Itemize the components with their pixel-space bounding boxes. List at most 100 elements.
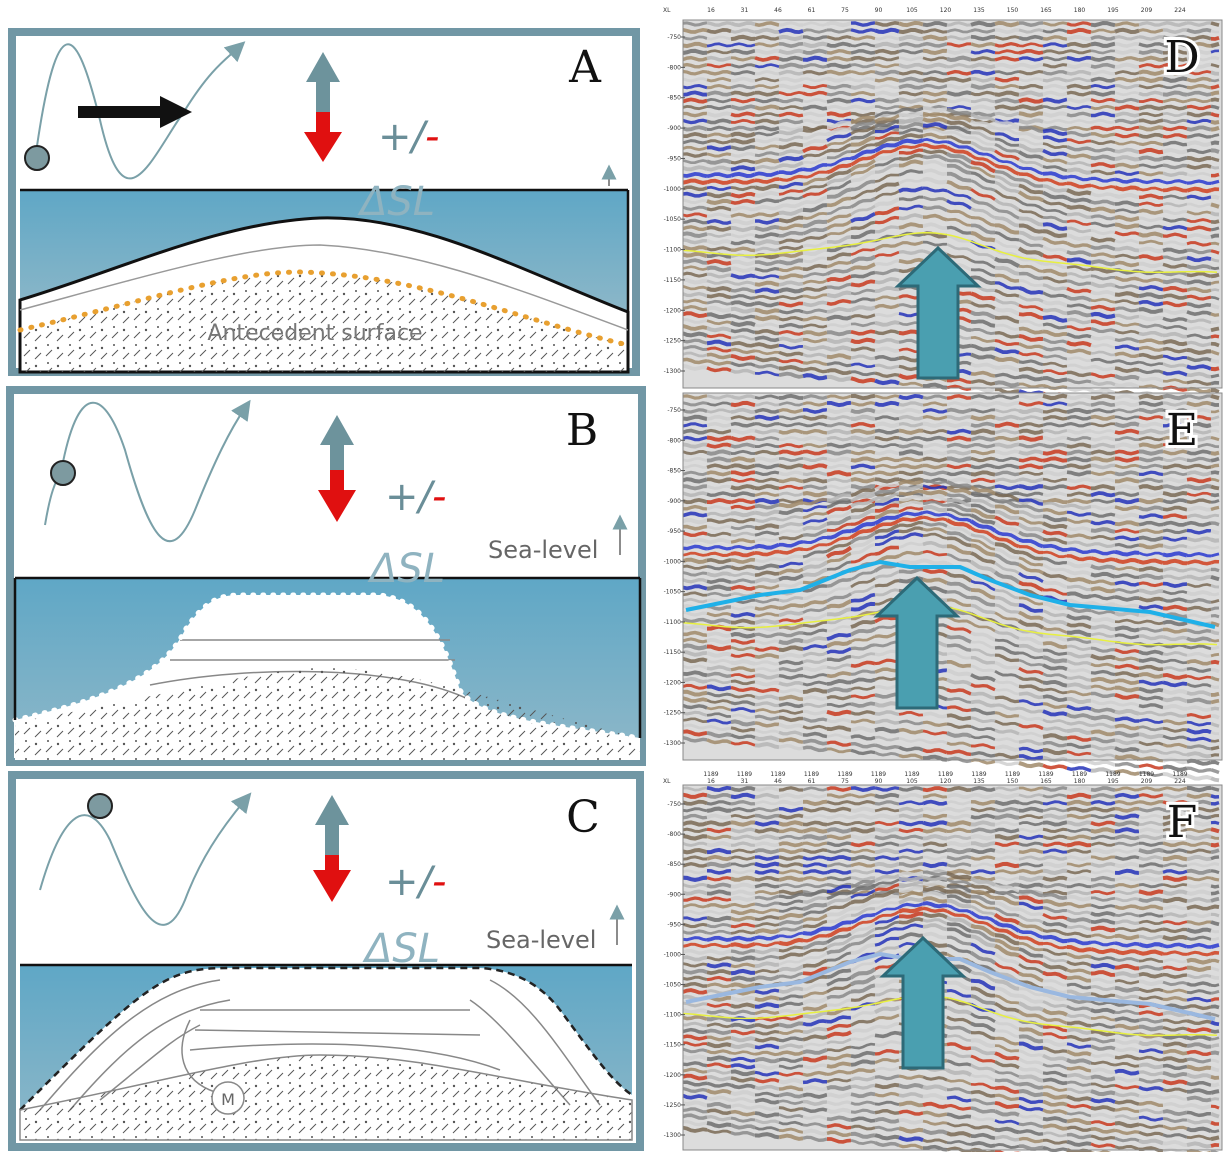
reflector [1043, 472, 1067, 474]
reflector [1211, 383, 1219, 384]
reflector [1019, 451, 1043, 453]
reflector [827, 472, 851, 474]
reflector [1211, 960, 1219, 961]
reflector [1139, 674, 1163, 677]
seismic-panel: -750-800-850-900-950-1000-1050-1100-1150… [663, 771, 1222, 1152]
reflector [1067, 410, 1091, 412]
reflector [1043, 871, 1067, 873]
reflector [899, 1137, 923, 1140]
reflector [1211, 99, 1219, 100]
x-tick-label: 61 [808, 778, 816, 785]
reflector [1211, 321, 1219, 322]
reflector [947, 51, 971, 53]
reflector [755, 1039, 779, 1041]
reflector [707, 938, 731, 940]
reflector [731, 1005, 755, 1007]
reflector [731, 587, 755, 589]
reflector [899, 30, 923, 32]
reflector [1019, 93, 1043, 95]
reflector [1139, 150, 1163, 152]
reflector [995, 23, 1019, 25]
reflector [851, 843, 875, 845]
reflector [779, 795, 803, 797]
reflector [923, 1130, 947, 1133]
reflector [1211, 914, 1219, 916]
reflector [779, 58, 803, 60]
reflector [1163, 767, 1187, 770]
reflector [731, 971, 755, 973]
y-tick-label: -750 [667, 801, 681, 808]
y-tick-label: -1150 [664, 277, 682, 284]
y-tick-label: -800 [667, 831, 681, 838]
reflector [1019, 37, 1043, 39]
reflector [683, 58, 707, 60]
reflector [1211, 844, 1219, 845]
reflector [1043, 822, 1067, 824]
inline-label: 1189 [1172, 771, 1187, 778]
reflector [1211, 747, 1219, 749]
reflector [1139, 561, 1163, 563]
reflector [779, 51, 803, 53]
reflector [971, 843, 995, 845]
reflector [803, 486, 827, 488]
reflector [1211, 1068, 1219, 1070]
reflector [1139, 424, 1163, 426]
reflector [971, 472, 995, 474]
reflector [923, 37, 947, 39]
reflector [683, 705, 707, 708]
reflector [923, 23, 947, 25]
reflector [875, 479, 899, 481]
reflector [827, 451, 851, 453]
reflector [803, 51, 827, 53]
reflector [1211, 531, 1219, 533]
reflector [1139, 79, 1163, 81]
reflector [683, 444, 707, 446]
reflector [683, 971, 707, 973]
reflector [899, 100, 923, 102]
reflector [1211, 213, 1219, 215]
x-tick-label: 150 [1007, 778, 1019, 785]
x-axis-label: XL [663, 7, 671, 14]
reflector [731, 614, 755, 616]
reflector [1139, 396, 1163, 398]
reflector [1211, 507, 1219, 509]
reflector [1187, 366, 1211, 369]
reflector [1067, 788, 1091, 790]
reflector [1211, 577, 1219, 579]
reflector [1115, 816, 1139, 818]
reflector [779, 120, 803, 122]
reflector [1067, 843, 1091, 845]
reflector [1163, 599, 1187, 601]
reflector [1115, 560, 1139, 562]
reflector [971, 788, 995, 790]
reflector [731, 465, 755, 467]
reflector [1091, 238, 1115, 241]
reflector [1211, 953, 1219, 954]
y-tick-label: -800 [667, 64, 681, 71]
reflector [707, 918, 731, 920]
reflector [995, 390, 1019, 393]
reflector [707, 120, 731, 122]
reflector [1211, 540, 1219, 541]
reflector [995, 417, 1019, 419]
reflector [947, 438, 971, 440]
reflector [995, 65, 1019, 67]
reflector [1187, 968, 1211, 970]
y-tick-label: -1100 [664, 619, 682, 626]
reflector [1211, 1045, 1219, 1047]
reflector [779, 864, 803, 866]
reflector [755, 127, 779, 129]
reflector [1211, 977, 1219, 979]
reflector [1187, 472, 1211, 474]
x-tick-label: 209 [1141, 778, 1153, 785]
reflector [827, 348, 851, 350]
reflector [899, 809, 923, 811]
y-tick-label: -1250 [664, 338, 682, 345]
reflector [731, 634, 755, 637]
reflector [1211, 850, 1219, 852]
inline-label: 1189 [703, 771, 718, 778]
marker-label: M [221, 1090, 235, 1109]
reflector [1211, 594, 1219, 595]
reflector [1163, 493, 1187, 495]
reflector [851, 410, 875, 412]
